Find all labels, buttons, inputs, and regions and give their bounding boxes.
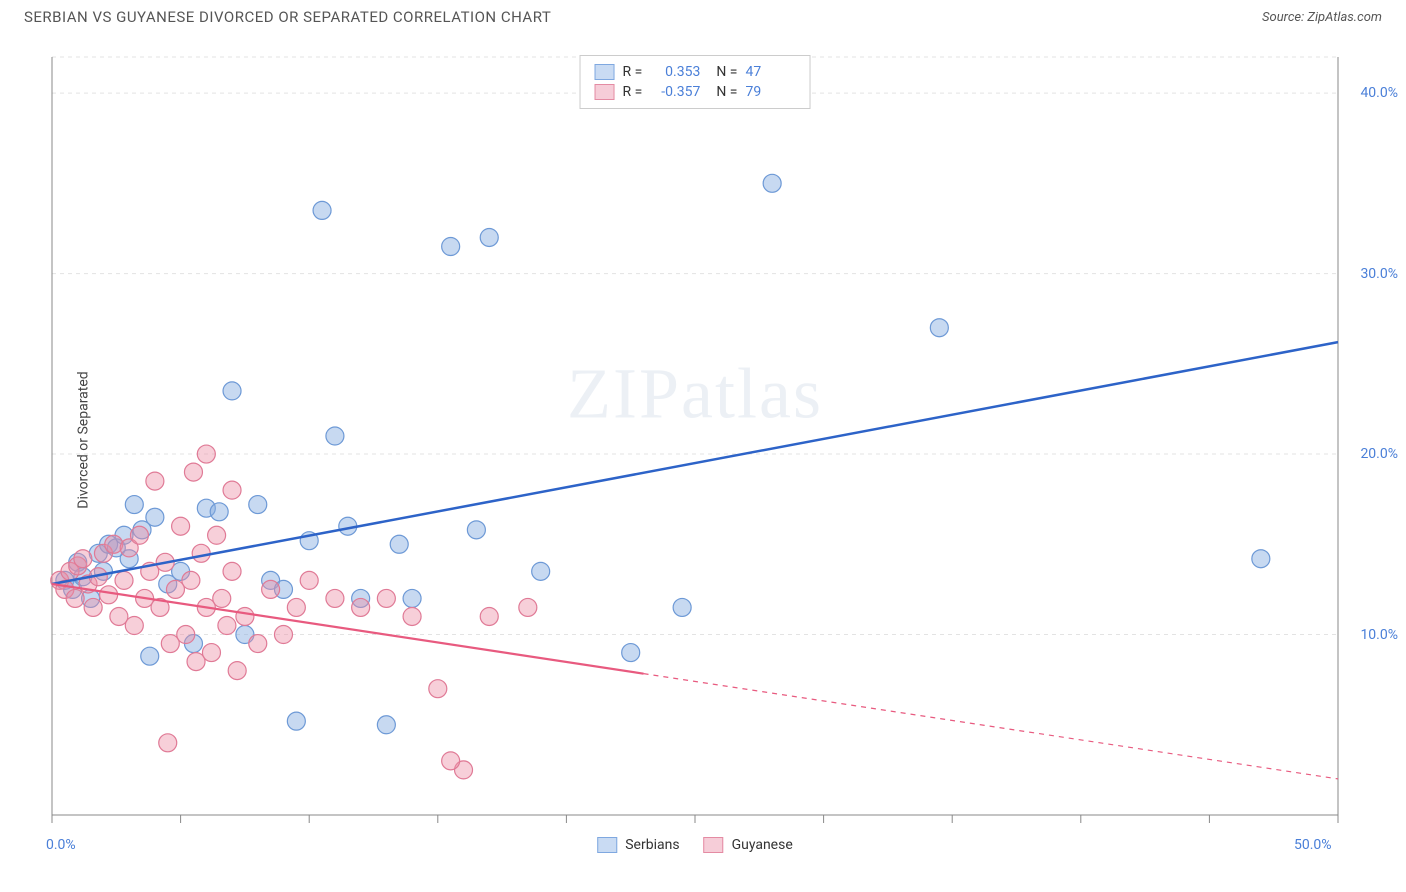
- legend-bottom-item: Guyanese: [704, 837, 793, 853]
- source-label: Source: ZipAtlas.com: [1262, 10, 1382, 25]
- legend-swatch: [595, 84, 615, 100]
- legend-n-label: N =: [716, 64, 737, 80]
- legend-swatch: [595, 64, 615, 80]
- legend-r-value: -0.357: [650, 84, 700, 100]
- y-tick-label: 30.0%: [1360, 266, 1398, 282]
- legend-bottom-item: Serbians: [597, 837, 679, 853]
- x-tick-label: 50.0%: [1294, 837, 1332, 853]
- legend-r-label: R =: [623, 84, 643, 100]
- legend-r-value: 0.353: [650, 64, 700, 80]
- scatter-plot: [50, 55, 1340, 825]
- legend-swatch: [704, 837, 724, 853]
- legend-n-value: 79: [745, 84, 795, 100]
- x-tick-label: 0.0%: [46, 837, 76, 853]
- chart-title: SERBIAN VS GUYANESE DIVORCED OR SEPARATE…: [24, 8, 551, 26]
- legend-r-label: R =: [623, 64, 643, 80]
- legend-row: R = 0.353 N = 47: [595, 62, 796, 82]
- y-tick-label: 20.0%: [1360, 446, 1398, 462]
- legend-top: R = 0.353 N = 47 R = -0.357 N = 79: [580, 55, 811, 109]
- legend-series-label: Guyanese: [732, 837, 793, 853]
- legend-bottom: Serbians Guyanese: [597, 837, 793, 853]
- legend-series-label: Serbians: [625, 837, 679, 853]
- y-tick-label: 10.0%: [1360, 627, 1398, 643]
- legend-swatch: [597, 837, 617, 853]
- chart-area: Divorced or Separated ZIPatlas R =0.353N…: [50, 55, 1340, 825]
- legend-n-label: N =: [716, 84, 737, 100]
- legend-row: R = -0.357 N = 79: [595, 82, 796, 102]
- y-tick-label: 40.0%: [1360, 85, 1398, 101]
- legend-n-value: 47: [745, 64, 795, 80]
